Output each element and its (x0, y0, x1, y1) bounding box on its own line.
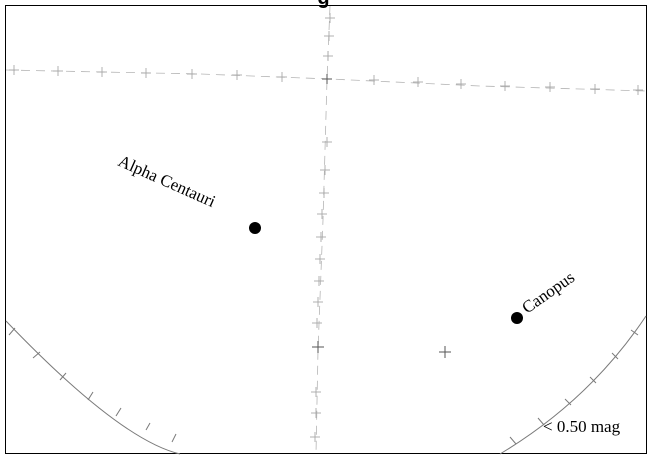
star-marker-alpha-centauri (249, 222, 261, 234)
star-label-canopus: Canopus (518, 268, 578, 318)
chart-title: g (0, 0, 647, 8)
star-marker-canopus (511, 312, 523, 324)
star-label-alpha-centauri: Alpha Centauri (115, 151, 218, 211)
meridian-line (315, 5, 331, 455)
declination-line (5, 69, 647, 92)
horizon-circle (5, 315, 647, 455)
magnitude-legend: < 0.50 mag (543, 417, 621, 436)
graticule-markers (9, 13, 643, 442)
